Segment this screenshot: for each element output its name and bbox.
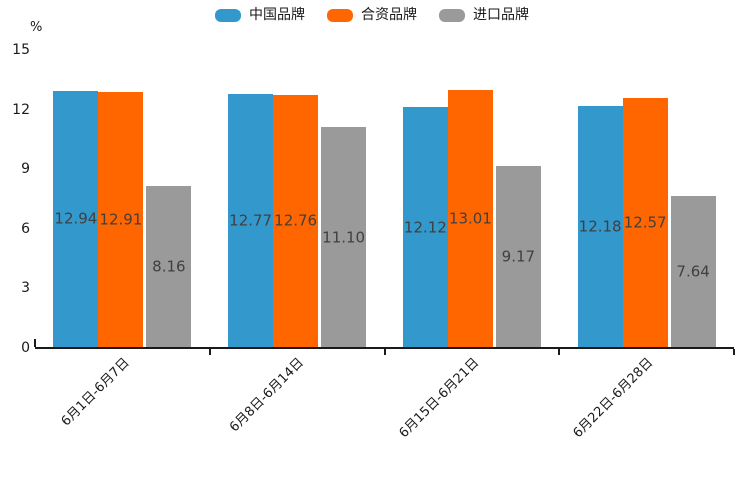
- bar-imported-brand-3: 9.17: [495, 165, 541, 348]
- bar-value-label: 12.18: [578, 217, 622, 236]
- x-tick-label-3: 6月15日-6月21日: [395, 355, 482, 442]
- legend-label-imported-brand: 进口品牌: [473, 7, 529, 23]
- bar-imported-brand-2: 11.10: [321, 127, 367, 348]
- x-axis-line: [35, 347, 734, 349]
- y-tick-label-6: 6: [21, 220, 30, 237]
- bar-group-1: 12.94 12.91 8.16: [35, 50, 210, 348]
- legend-item-china-brand: 中国品牌: [215, 8, 305, 22]
- bar-imported-brand-1: 8.16: [146, 185, 192, 348]
- x-axis-tick: [208, 349, 211, 355]
- x-axis-tick: [383, 349, 386, 355]
- bar-value-label: 12.77: [229, 211, 273, 230]
- bar-value-label: 9.17: [501, 247, 536, 266]
- y-axis-unit-label: %: [30, 20, 43, 35]
- bar-joint-venture-brand-4: 12.57: [622, 98, 668, 348]
- y-tick-label-12: 12: [12, 101, 30, 118]
- y-tick-label-3: 3: [21, 280, 30, 297]
- x-axis-tick: [558, 349, 561, 355]
- bar-group-2: 12.77 12.76 11.10: [210, 50, 385, 348]
- legend: 中国品牌 合资品牌 进口品牌: [0, 8, 744, 22]
- bar-group-4: 12.18 12.57 7.64: [559, 50, 734, 348]
- bar-china-brand-2: 12.77: [228, 94, 274, 348]
- legend-item-imported-brand: 进口品牌: [439, 8, 529, 22]
- bar-group-3: 12.12 13.01 9.17: [385, 50, 560, 348]
- bar-value-label: 12.12: [403, 218, 447, 237]
- bar-value-label: 7.64: [676, 262, 710, 281]
- bar-joint-venture-brand-1: 12.91: [98, 91, 144, 348]
- y-tick-label-0: 0: [21, 340, 30, 356]
- y-tick-label-9: 9: [21, 161, 30, 178]
- bar-joint-venture-brand-3: 13.01: [447, 89, 493, 348]
- bar-value-label: 11.10: [322, 228, 366, 247]
- y-tick-label-15: 15: [12, 42, 30, 58]
- bar-imported-brand-4: 7.64: [670, 196, 716, 348]
- legend-swatch-imported-brand: [439, 8, 465, 22]
- legend-label-joint-venture-brand: 合资品牌: [361, 7, 417, 23]
- bar-china-brand-4: 12.18: [577, 106, 623, 348]
- bar-joint-venture-brand-2: 12.76: [273, 94, 319, 348]
- bar-value-label: 12.57: [623, 213, 667, 232]
- x-tick-label-1: 6月1日-6月7日: [58, 355, 133, 430]
- legend-item-joint-venture-brand: 合资品牌: [327, 8, 417, 22]
- bar-value-label: 12.76: [274, 211, 318, 230]
- x-axis-tick: [733, 349, 735, 355]
- bar-china-brand-3: 12.12: [402, 107, 448, 348]
- legend-swatch-china-brand: [215, 8, 241, 22]
- bar-value-label: 13.01: [448, 209, 492, 228]
- bar-value-label: 12.94: [54, 209, 98, 228]
- legend-label-china-brand: 中国品牌: [249, 7, 305, 23]
- bar-china-brand-1: 12.94: [53, 90, 99, 348]
- y-axis-stub: [34, 339, 36, 347]
- x-tick-label-2: 6月8日-6月14日: [227, 355, 308, 436]
- bar-value-label: 12.91: [99, 210, 143, 229]
- bar-value-label: 8.16: [152, 257, 186, 276]
- x-tick-label-4: 6月22日-6月28日: [570, 355, 657, 442]
- legend-swatch-joint-venture-brand: [327, 8, 353, 22]
